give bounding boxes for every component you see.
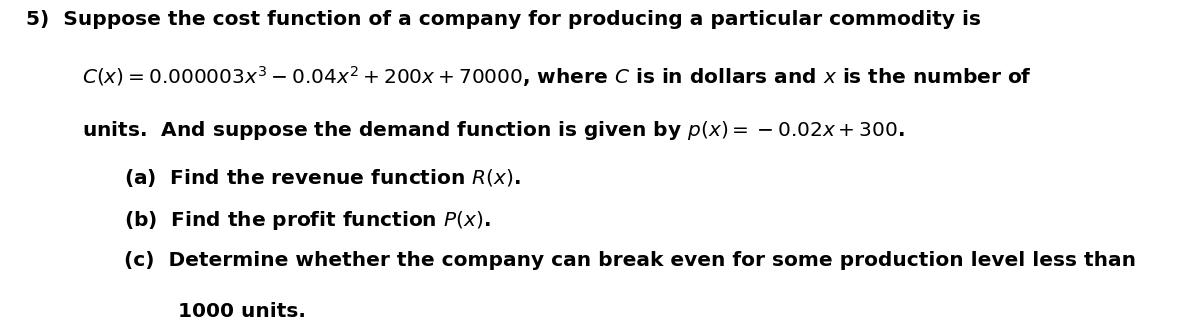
Text: 1000 units.: 1000 units. (178, 302, 306, 321)
Text: (b)  Find the profit function $P(x)$.: (b) Find the profit function $P(x)$. (124, 209, 490, 232)
Text: units.  And suppose the demand function is given by $p(x) = -0.02x + 300$.: units. And suppose the demand function i… (82, 119, 905, 142)
Text: (a)  Find the revenue function $R(x)$.: (a) Find the revenue function $R(x)$. (124, 167, 521, 189)
Text: 5)  Suppose the cost function of a company for producing a particular commodity : 5) Suppose the cost function of a compan… (26, 10, 982, 29)
Text: (c)  Determine whether the company can break even for some production level less: (c) Determine whether the company can br… (124, 251, 1135, 269)
Text: $C(x) = 0.000003x^3 - 0.04x^2 + 200x + 70000$, where $C$ is in dollars and $x$ i: $C(x) = 0.000003x^3 - 0.04x^2 + 200x + 7… (82, 64, 1032, 89)
